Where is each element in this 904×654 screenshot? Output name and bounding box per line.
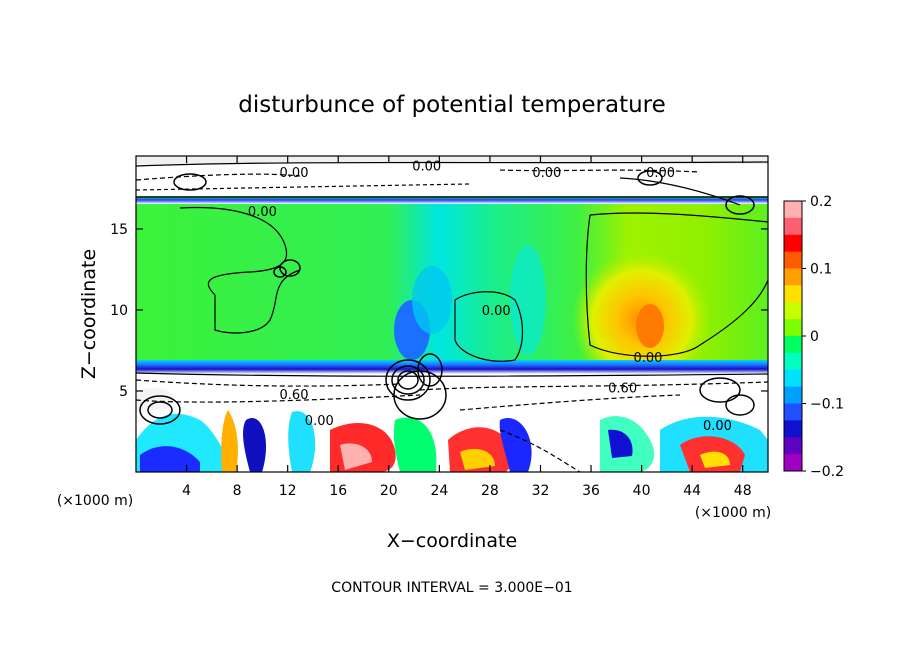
colorbar-tick-label: 0.2: [810, 194, 832, 210]
colorbar-tick-label: −0.2: [810, 464, 844, 480]
colorbar-swatch: [784, 285, 802, 303]
colorbar-ticks: 0.2 0.1 0 −0.1 −0.2: [802, 194, 844, 480]
colorbar-swatch: [784, 251, 802, 269]
chart-title: disturbunce of potential temperature: [238, 92, 666, 118]
x-tick-label: 24: [430, 483, 448, 499]
contour-label: 0.00: [703, 419, 732, 434]
colorbar-swatch: [784, 319, 802, 337]
contour-label: 0.00: [532, 166, 561, 181]
colorbar-swatch: [784, 386, 802, 404]
colorbar-swatch: [784, 201, 802, 219]
colorbar-tick-label: −0.1: [810, 397, 844, 413]
colorbar-swatch: [784, 403, 802, 421]
contour-label: 0.60: [608, 382, 637, 397]
x-tick-label: 44: [683, 483, 701, 499]
contour-lines: [136, 161, 768, 472]
colorbar-swatch: [784, 268, 802, 286]
colorbar-swatch: [784, 420, 802, 438]
y-tick-label: 10: [110, 303, 128, 319]
plot-frame: [135, 155, 769, 473]
contour-label: 0.00: [248, 205, 277, 220]
y-tick-label: 5: [119, 384, 128, 400]
colorbar-swatch: [784, 217, 802, 236]
colorbar: 0.2 0.1 0 −0.1 −0.2: [783, 194, 844, 480]
y-axis-label: Z−coordinate: [78, 249, 100, 379]
x-unit-left: (×1000 m): [57, 493, 133, 509]
colorbar-swatch: [784, 352, 802, 371]
contour-labels: 0.00 0.00 0.60 0.60 0.00 0.00 0.00 0.00 0.00 0.00…: [248, 160, 732, 434]
x-tick-label: 4: [182, 483, 191, 499]
colorbar-blocks: [784, 201, 802, 472]
y-tick-label: 15: [110, 222, 128, 238]
contour-interval-note: CONTOUR INTERVAL = 3.000E−01: [331, 580, 572, 596]
contour-label: 0.00: [412, 160, 441, 175]
x-tick-label: 12: [279, 483, 297, 499]
x-axis-label: X−coordinate: [387, 530, 517, 552]
colorbar-tick-label: 0.1: [810, 262, 832, 278]
x-tick-label: 20: [380, 483, 398, 499]
contour-label: 0.00: [646, 166, 675, 181]
colorbar-swatch: [784, 336, 802, 354]
x-unit-right: (×1000 m): [695, 505, 771, 521]
contour-label: 0.00: [482, 304, 511, 319]
x-tick-label: 28: [481, 483, 499, 499]
colorbar-swatch: [784, 234, 802, 253]
x-tick-label: 8: [233, 483, 242, 499]
contour-label: 0.60: [280, 388, 309, 403]
x-tick-label: 32: [532, 483, 550, 499]
x-tick-label: 48: [734, 483, 752, 499]
contour-label: 0.00: [633, 351, 662, 366]
colorbar-swatch: [784, 369, 802, 388]
heatmap-field: 0.00 0.00 0.60 0.60 0.00 0.00 0.00 0.00 0.00 0.00…: [136, 156, 768, 472]
x-tick-label: 40: [633, 483, 651, 499]
contour-label: 0.00: [305, 414, 334, 429]
colorbar-swatch: [784, 302, 802, 320]
contour-label: 0.00: [280, 166, 309, 181]
plot-area: 0.00 0.00 0.60 0.60 0.00 0.00 0.00 0.00 0.00 0.00…: [110, 155, 769, 499]
colorbar-tick-label: 0: [810, 329, 819, 345]
x-tick-label: 36: [582, 483, 600, 499]
contour-clusters: [139, 170, 755, 425]
x-tick-label: 16: [329, 483, 347, 499]
colorbar-swatch: [784, 454, 802, 472]
colorbar-swatch: [784, 437, 802, 455]
